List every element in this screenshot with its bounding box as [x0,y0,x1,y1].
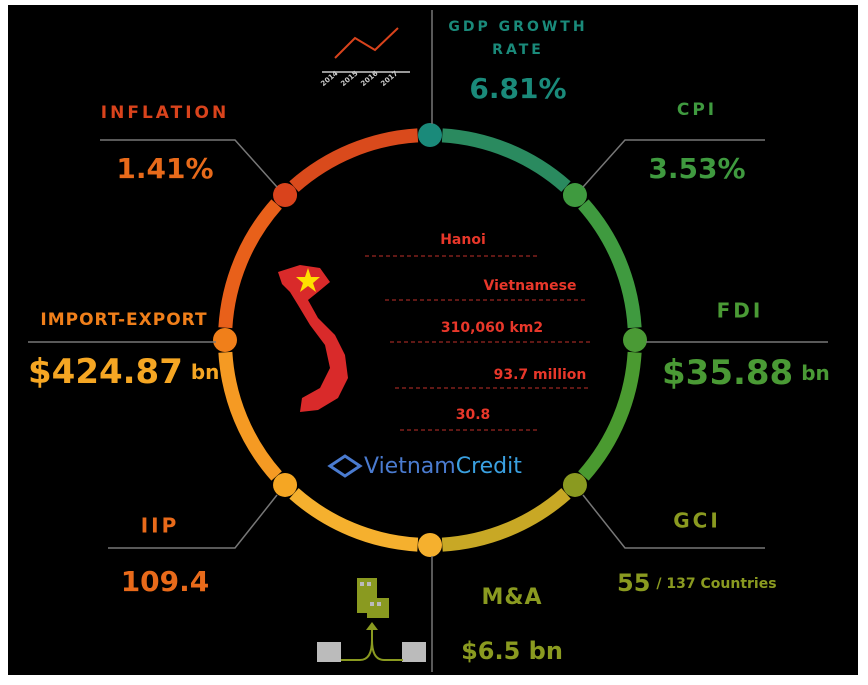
logo: VietnamCredit [327,454,522,479]
line [582,139,765,188]
cpi-value: 3.53% [648,152,745,185]
ring-dot [213,328,237,352]
import-export-label: IMPORT-EXPORT [40,310,207,330]
ma-label: M&A [481,585,542,610]
iip-label: IIP [141,514,180,538]
ring-dot [562,472,587,497]
import-export-value: $424.87 bn [28,352,219,392]
fdi-value: $35.88 bn [662,353,830,393]
fdi-label: FDI [717,299,764,323]
logo-text: VietnamCredit [364,454,522,479]
ring-segment [441,488,571,552]
gci-label: GCI [673,509,721,533]
ma-icon [317,578,426,662]
ring-dot [623,328,647,352]
map [278,265,348,412]
ring-dot [562,183,587,208]
ring-segment [578,351,642,481]
background [8,5,858,675]
ring-segment [218,199,282,329]
median-age: 30.8 [456,407,491,423]
ring [213,123,647,557]
gdp-label: GDP GROWTH [448,19,587,35]
ring-segment [578,199,642,329]
population: 93.7 million [494,367,587,383]
line [108,494,278,549]
line [334,27,399,59]
line [100,139,278,188]
ring-segment [441,128,571,192]
ring-dot [273,183,298,208]
gdp-label: RATE [492,42,544,58]
language: Vietnamese [484,278,577,294]
ring-segment [289,128,419,192]
line [582,494,765,549]
capital: Hanoi [440,232,486,248]
ring-segment [218,351,282,481]
ring-segment [289,488,419,552]
gci-value: 55/ 137 Countries [617,569,777,597]
ring-dot [418,533,442,557]
area: 310,060 km2 [441,320,543,336]
cpi-label: CPI [677,100,717,120]
ma-value: $6.5 bn [461,637,563,665]
iip-value: 109.4 [121,565,210,598]
inflation-label: INFLATION [101,103,229,123]
gdp-value: 6.81% [469,72,566,105]
ring-dot [273,472,298,497]
leader-lines [28,10,828,672]
inflation-value: 1.41% [116,152,213,185]
ring-dot [418,123,442,147]
